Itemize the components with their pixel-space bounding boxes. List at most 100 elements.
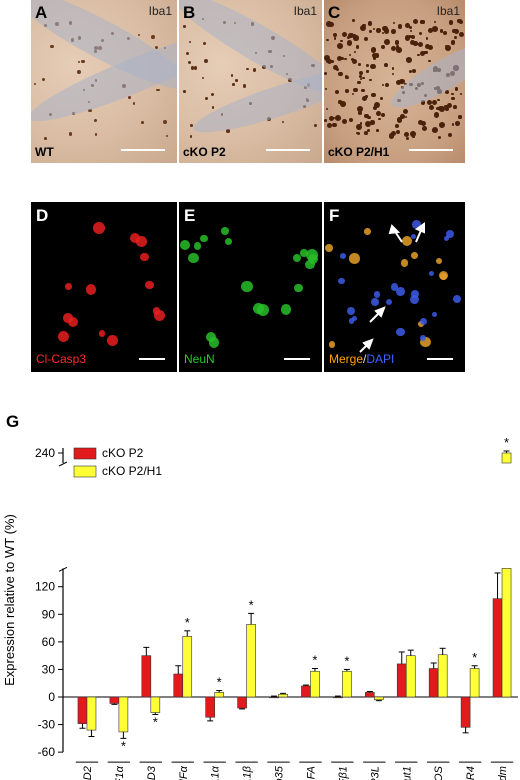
cell-dot	[187, 60, 191, 64]
cell-dot	[432, 311, 438, 317]
cell-dot	[381, 83, 384, 86]
bar-cko-p2h1	[342, 670, 352, 698]
cell-dot	[373, 102, 380, 109]
cell-dot	[390, 283, 399, 291]
cell-dot	[410, 234, 416, 240]
panel-letter: D	[36, 206, 49, 225]
cell-dot	[445, 107, 449, 111]
cell-dot	[166, 135, 169, 138]
cell-dot	[136, 236, 147, 247]
cell-dot	[361, 96, 368, 102]
cell-dot	[380, 113, 385, 118]
category-label: Adm	[497, 766, 509, 780]
bar-cko-p2	[205, 696, 215, 718]
category-label: PHD3	[146, 765, 158, 780]
cell-dot	[77, 61, 80, 64]
cell-dot	[349, 117, 354, 122]
cell-dot	[151, 35, 155, 40]
cell-dot	[439, 29, 444, 33]
cell-dot	[395, 287, 405, 296]
cell-dot	[386, 63, 389, 67]
cell-dot	[357, 106, 364, 113]
cell-dot	[432, 26, 439, 32]
cell-dot	[392, 21, 395, 24]
cell-dot	[211, 93, 215, 97]
cell-dot	[188, 252, 199, 264]
arrow-icon	[374, 306, 386, 318]
cell-dot	[417, 53, 420, 57]
cell-dot	[365, 121, 371, 128]
cell-dot	[381, 44, 386, 49]
cell-dot	[391, 67, 395, 70]
cell-dot	[299, 249, 308, 257]
cell-dot	[191, 66, 195, 70]
cell-dot	[34, 82, 37, 86]
cell-dot	[425, 37, 428, 40]
significance-asterisk: *	[121, 738, 126, 753]
panel-caption: Merge/DAPI	[329, 352, 394, 366]
category-label: iNOS	[433, 765, 445, 780]
cell-dot	[447, 132, 452, 137]
panel-e-neun: E NeuN	[179, 202, 322, 372]
cell-dot	[57, 330, 69, 343]
category-label: TNFα	[178, 765, 190, 780]
cell-dot	[451, 123, 455, 126]
cell-dot	[439, 271, 449, 281]
cell-dot	[395, 47, 402, 53]
category-label: TGFβ1	[337, 766, 349, 780]
cell-dot	[200, 234, 209, 243]
scale-bar	[121, 149, 165, 151]
cell-dot	[231, 82, 235, 86]
cell-dot	[128, 95, 132, 99]
significance-asterisk: *	[153, 714, 158, 729]
cell-dot	[324, 55, 331, 61]
cell-dot	[444, 44, 451, 51]
bar-cko-p2h1	[437, 654, 448, 698]
category-label: BNIP3L	[369, 766, 381, 780]
cell-dot	[395, 80, 401, 86]
cell-dot	[359, 75, 362, 78]
cell-dot	[50, 44, 54, 49]
cell-dot	[188, 40, 191, 43]
cell-dot	[324, 87, 327, 90]
cell-dot	[92, 222, 105, 235]
cell-dot	[438, 135, 442, 140]
bar-cko-p2h1	[469, 668, 480, 698]
cell-dot	[372, 56, 376, 60]
cell-dot	[364, 131, 368, 136]
category-label: IL1β	[242, 765, 254, 780]
cell-dot	[374, 53, 380, 58]
cell-dot	[365, 64, 369, 68]
cell-dot	[225, 237, 233, 245]
cell-dot	[442, 30, 447, 35]
cell-dot	[359, 77, 362, 81]
cell-dot	[333, 32, 338, 37]
panel-caption: Cl-Casp3	[36, 352, 87, 366]
cell-dot	[366, 128, 370, 132]
cell-dot	[145, 280, 154, 290]
cell-dot	[346, 35, 350, 39]
cell-dot	[157, 89, 160, 92]
cell-dot	[335, 68, 340, 72]
cell-dot	[420, 120, 427, 126]
y-tick-label: 0	[48, 690, 55, 704]
cell-dot	[189, 134, 193, 138]
cell-dot	[342, 32, 348, 38]
cell-dot	[335, 114, 342, 121]
cell-dot	[352, 18, 356, 22]
cell-dot	[408, 69, 412, 73]
cell-dot	[246, 68, 249, 71]
cell-dot	[369, 30, 372, 33]
cell-dot	[420, 50, 426, 56]
y-axis-label: Expression relative to WT (%)	[2, 514, 17, 686]
cell-dot	[204, 97, 208, 100]
significance-asterisk: *	[217, 675, 222, 690]
cell-dot	[342, 102, 347, 107]
panel-letter: C	[328, 3, 341, 22]
cell-dot	[408, 25, 413, 29]
cell-dot	[432, 99, 438, 105]
cell-dot	[325, 107, 329, 111]
cell-dot	[425, 43, 430, 49]
cell-dot	[183, 90, 186, 93]
cell-dot	[420, 317, 428, 325]
